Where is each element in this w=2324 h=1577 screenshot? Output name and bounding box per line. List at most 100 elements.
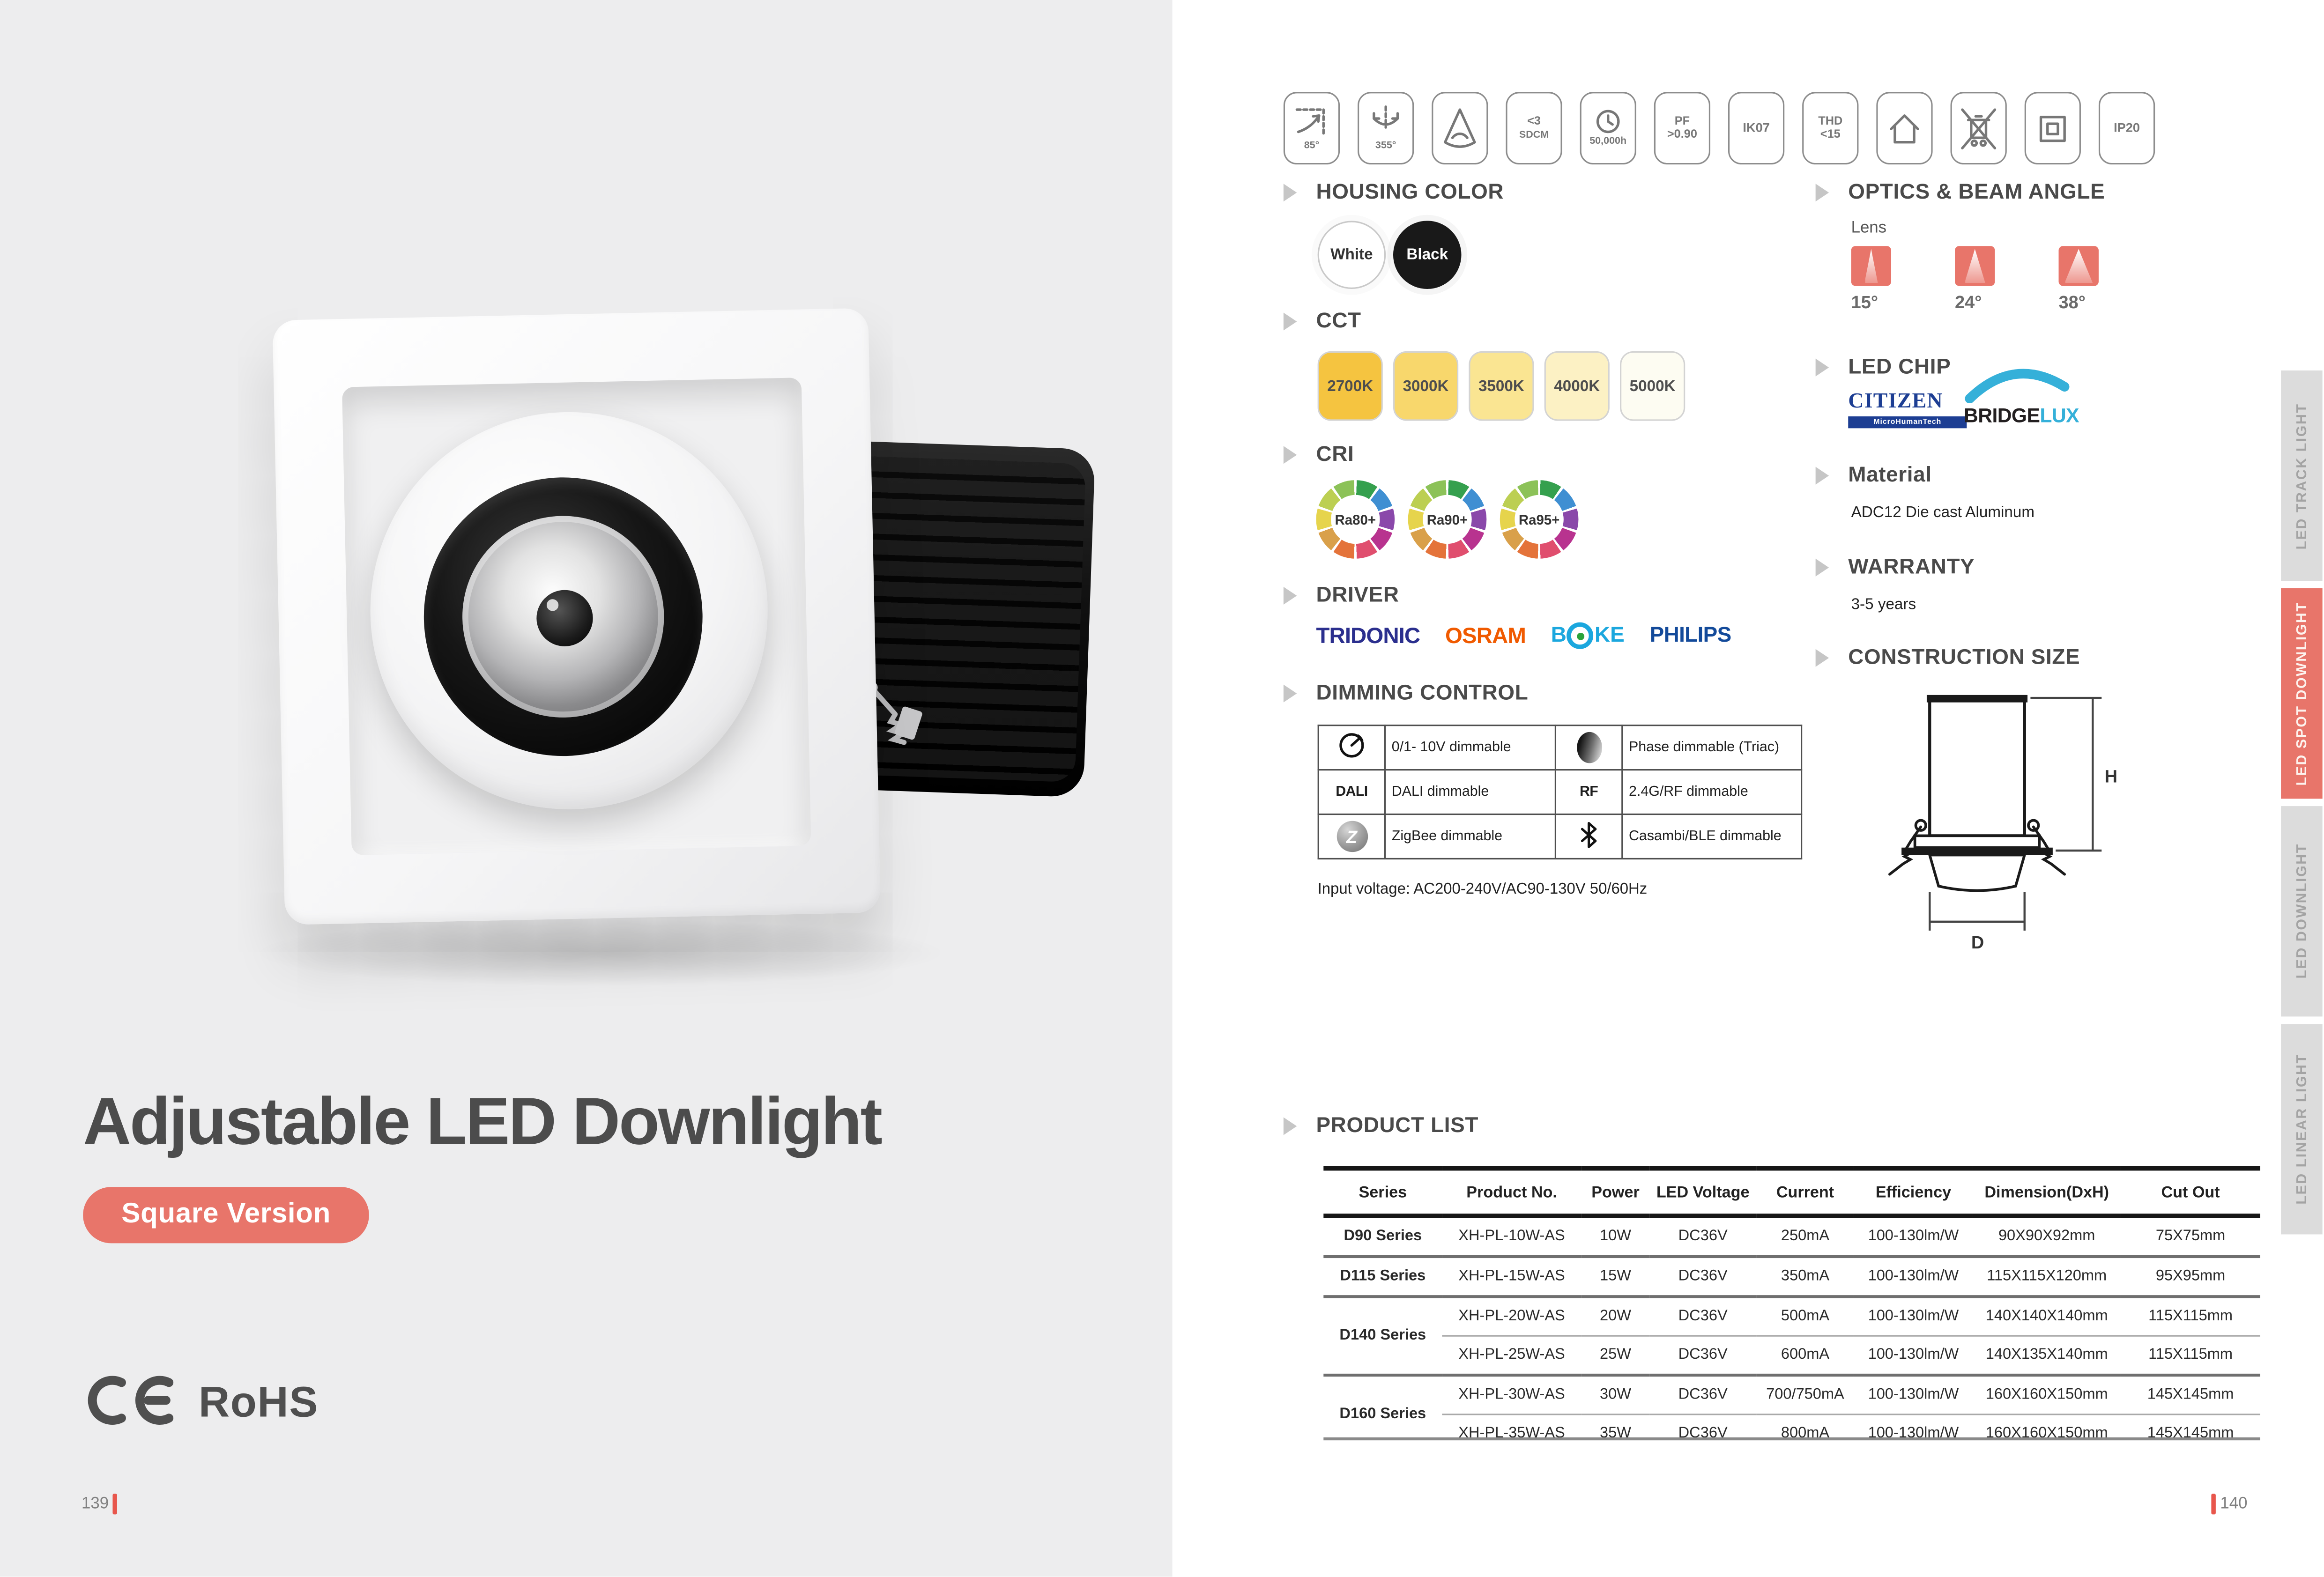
housing-white-option: White [1317, 221, 1386, 289]
section-arrow-icon [1283, 184, 1297, 202]
section-arrow-icon [1815, 649, 1829, 667]
sidebar-tab-led-downlight[interactable]: LED DOWNLIGHT [2281, 806, 2323, 1017]
cct-swatch: 3500K [1469, 351, 1534, 421]
table-row: Z ZigBee dimmable Casambi/BLE dimmable [1317, 813, 1803, 860]
section-arrow-icon [1815, 184, 1829, 202]
section-arrow-icon [1283, 446, 1297, 464]
sidebar-tab-led-linear-light[interactable]: LED LINEAR LIGHT [2281, 1024, 2323, 1235]
table-row: 0/1- 10V dimmable Phase dimmable (Triac) [1317, 725, 1803, 771]
construction-diagram: H D [1862, 685, 2128, 959]
table-row: D90 Series XH-PL-10W-AS 10W DC36V 250mA … [1344, 1228, 2226, 1245]
lens-ring [421, 474, 705, 759]
table-bottom-rule [1323, 1437, 2260, 1441]
beam-24-icon [1955, 246, 1995, 286]
table-row: DALI DALI dimmable RF 2.4G/RF dimmable [1317, 769, 1803, 815]
photo-shadow [252, 918, 949, 987]
product-list-table: Series Product No. Power LED Voltage Cur… [1323, 1166, 2260, 1452]
page-number-right: 140 [2211, 1494, 2247, 1515]
rf-logo: RF [1554, 769, 1623, 815]
ik-rating-icon: IK07 [1728, 92, 1785, 165]
weee-icon [1950, 92, 2007, 165]
table-row: XH-PL-35W-AS 35W DC36V 800mA 100-130lm/W… [1323, 1414, 2260, 1452]
ce-mark-icon [83, 1375, 181, 1433]
osram-logo: OSRAM [1445, 623, 1526, 649]
bridgelux-arc-icon [1965, 369, 2070, 404]
phase-icon [1554, 725, 1623, 771]
cri-wheel-ra90: Ra90+ [1408, 480, 1487, 559]
dimming-control-table: 0/1- 10V dimmable Phase dimmable (Triac)… [1317, 725, 1803, 860]
dial-icon [1317, 725, 1386, 771]
led-center [536, 589, 594, 647]
thd-icon: THD <15 [1802, 92, 1859, 165]
lens-label: Lens [1851, 219, 1887, 237]
section-construction-size: CONSTRUCTION SIZE [1815, 646, 2080, 670]
section-product-list: PRODUCT LIST [1283, 1114, 1478, 1138]
rohs-label: RoHS [198, 1379, 319, 1427]
boke-logo: B KE [1551, 622, 1625, 649]
section-cri: CRI [1283, 443, 1354, 467]
citizen-logo: CITIZEN MicroHumanTech [1848, 390, 1967, 429]
section-cct: CCT [1283, 310, 1361, 333]
section-arrow-icon [1815, 358, 1829, 377]
table-row: D160 Series XH-PL-30W-AS 30W DC36V 700/7… [1323, 1373, 2260, 1452]
housing-black-option: Black [1393, 221, 1462, 289]
dim-h-label: H [2105, 767, 2117, 786]
cct-swatch: 2700K [1317, 351, 1383, 421]
table-header-row: Series Product No. Power LED Voltage Cur… [1323, 1166, 2260, 1218]
section-led-chip: LED CHIP [1815, 355, 1951, 379]
cct-swatches: 2700K 3000K 3500K 4000K 5000K [1317, 351, 1685, 421]
product-photo [193, 281, 1156, 1022]
tilt-85-icon: 85° [1283, 92, 1340, 165]
sdcm-icon: <3 SDCM [1506, 92, 1562, 165]
dim-d-label: D [1971, 933, 1984, 951]
bluetooth-icon [1554, 813, 1623, 860]
warranty-value: 3-5 years [1851, 595, 1916, 614]
section-optics: OPTICS & BEAM ANGLE [1815, 181, 2105, 205]
zigbee-icon: Z [1317, 813, 1386, 860]
ip-rating-icon: IP20 [2098, 92, 2155, 165]
section-arrow-icon [1283, 586, 1297, 605]
certification-logos: RoHS [83, 1375, 319, 1433]
section-arrow-icon [1283, 684, 1297, 703]
sidebar-tab-led-spot-downlight[interactable]: LED SPOT DOWNLIGHT [2281, 588, 2323, 799]
lens-reflector [460, 514, 666, 720]
feature-icon-row: 85° 355° <3 SDCM 50,000h PF >0.90 IK07 T… [1283, 92, 2155, 165]
table-row: XH-PL-25W-AS 25W DC36V 600mA 100-130lm/W… [1323, 1335, 2260, 1376]
section-arrow-icon [1283, 312, 1297, 331]
beam-38-icon [2058, 246, 2099, 286]
boke-o-icon [1567, 622, 1594, 649]
beam-15-icon [1851, 246, 1892, 286]
bezel-frame [272, 308, 881, 925]
section-driver: DRIVER [1283, 584, 1399, 607]
section-arrow-icon [1283, 1117, 1297, 1135]
section-material: Material [1815, 464, 1932, 488]
section-arrow-icon [1815, 466, 1829, 485]
lifetime-icon: 50,000h [1580, 92, 1636, 165]
cct-swatch: 5000K [1620, 351, 1685, 421]
tridonic-logo: TRIDONIC [1316, 623, 1420, 649]
page-title: Adjustable LED Downlight [83, 1083, 883, 1159]
material-value: ADC12 Die cast Aluminum [1851, 503, 2035, 522]
section-warranty: WARRANTY [1815, 555, 1975, 579]
version-badge: Square Version [83, 1187, 370, 1244]
bridgelux-logo: BRIDGELUX [1964, 368, 2100, 427]
cct-swatch: 4000K [1544, 351, 1610, 421]
power-factor-icon: PF >0.90 [1654, 92, 1711, 165]
section-arrow-icon [1815, 558, 1829, 577]
lens-icon [1432, 92, 1488, 165]
housing-color-options: White Black [1317, 221, 1462, 289]
dali-logo: DALI [1317, 769, 1386, 815]
driver-brand-logos: TRIDONIC OSRAM B KE PHILIPS [1316, 622, 1731, 649]
page-bar-left [113, 1494, 118, 1515]
philips-logo: PHILIPS [1649, 623, 1732, 648]
input-voltage-note: Input voltage: AC200-240V/AC90-130V 50/6… [1317, 881, 1648, 898]
page-number-left: 139 [82, 1494, 118, 1515]
rotate-355-icon: 355° [1358, 92, 1414, 165]
section-housing-color: HOUSING COLOR [1283, 181, 1504, 205]
sidebar-tab-led-track-light[interactable]: LED TRACK LIGHT [2281, 370, 2323, 581]
cct-swatch: 3000K [1393, 351, 1459, 421]
cri-wheel-ra95: Ra95+ [1500, 480, 1579, 559]
class2-icon [2024, 92, 2081, 165]
